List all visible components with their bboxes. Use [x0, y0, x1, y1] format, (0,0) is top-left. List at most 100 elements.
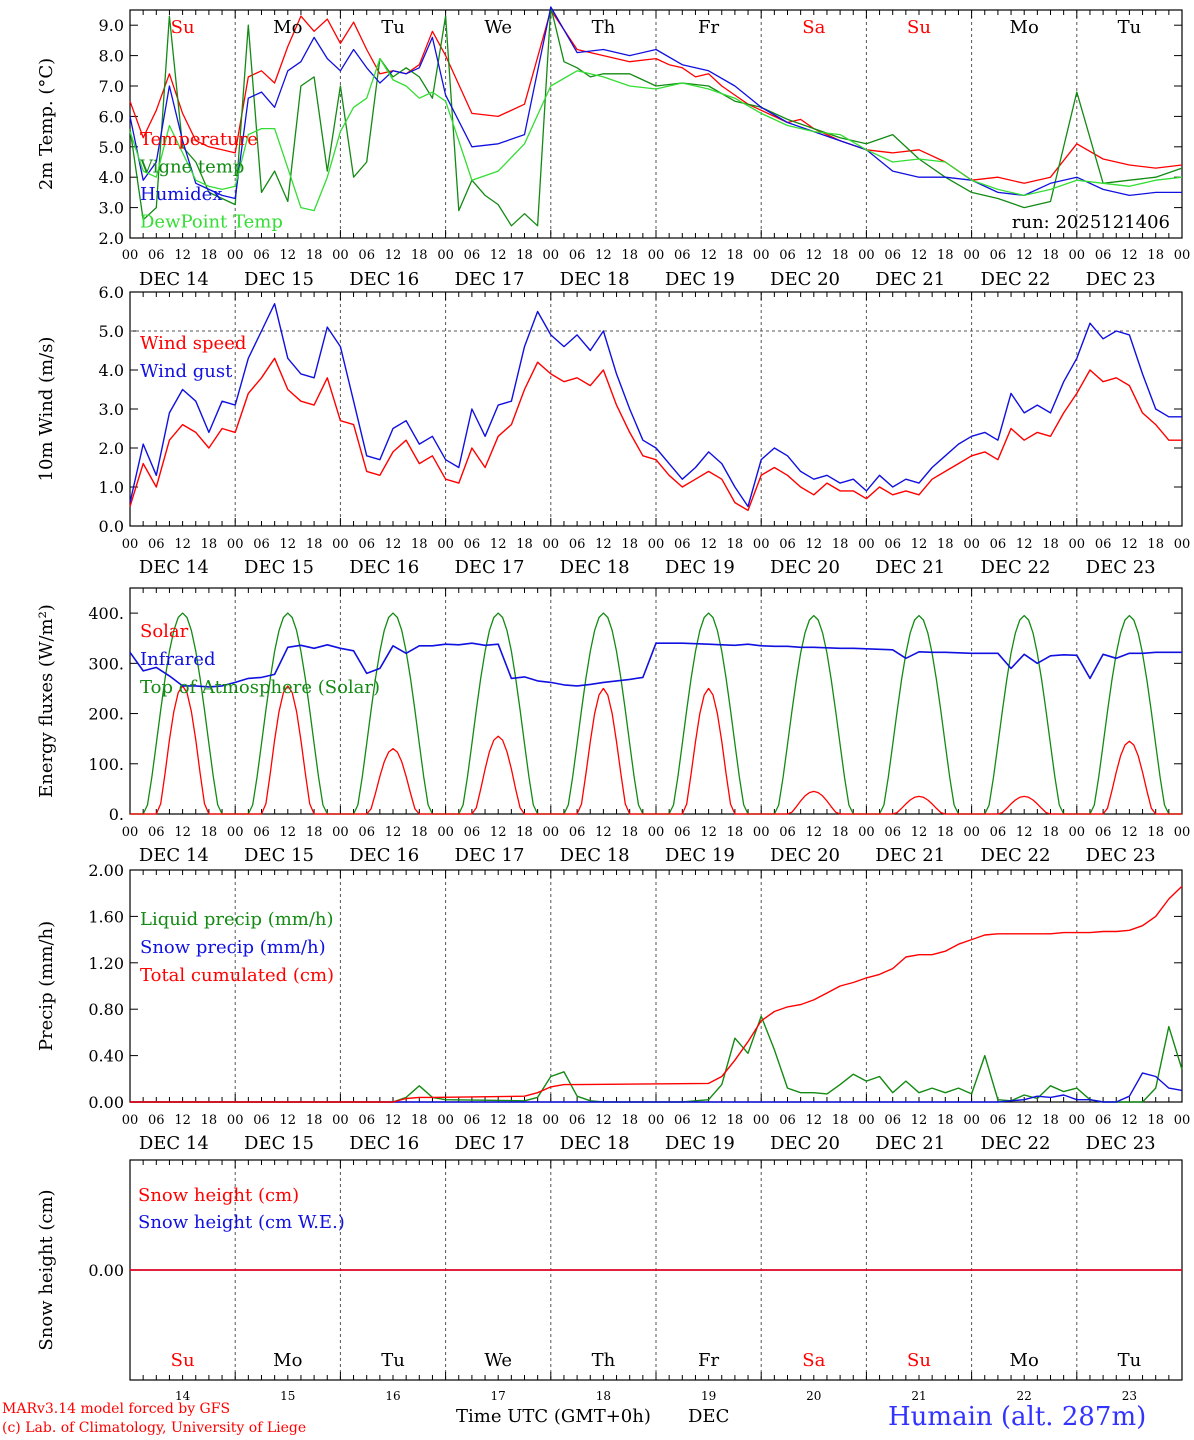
day-label: DEC 21 — [875, 557, 945, 578]
hour-tick-label: 06 — [779, 1113, 796, 1128]
model-credit: MARv3.14 model forced by GFS — [2, 1401, 231, 1417]
hour-tick-label: 12 — [911, 537, 928, 552]
hour-tick-label: 06 — [674, 248, 691, 263]
legend-entry: Snow height (cm) — [138, 1185, 299, 1206]
legend-entry: Snow precip (mm/h) — [140, 937, 326, 958]
hour-tick-label: 12 — [385, 248, 402, 263]
day-label: DEC 14 — [139, 1133, 209, 1154]
hour-tick-label: 18 — [832, 825, 849, 840]
weekday-label: Fr — [698, 17, 719, 38]
hour-tick-label: 00 — [648, 537, 665, 552]
day-label: DEC 17 — [454, 269, 524, 290]
y-tick-label: 200. — [88, 705, 124, 724]
weekday-label: Tu — [381, 1350, 405, 1371]
hour-tick-label: 18 — [621, 825, 638, 840]
day-label: DEC 23 — [1086, 1133, 1156, 1154]
y-tick-label: 100. — [88, 755, 124, 774]
hour-tick-label: 18 — [937, 537, 954, 552]
hour-tick-label: 06 — [674, 825, 691, 840]
hour-tick-label: 00 — [437, 537, 454, 552]
day-label: DEC 14 — [139, 845, 209, 866]
hour-tick-label: 06 — [148, 537, 165, 552]
weekday-label: Mo — [1010, 17, 1039, 38]
hour-tick-label: 06 — [148, 248, 165, 263]
weekday-label: Th — [592, 17, 616, 38]
hour-tick-label: 06 — [779, 537, 796, 552]
hour-tick-label: 00 — [437, 1113, 454, 1128]
hour-tick-label: 00 — [1174, 825, 1191, 840]
hour-tick-label: 18 — [937, 1113, 954, 1128]
hour-tick-label: 06 — [569, 825, 586, 840]
y-axis-label: Precip (mm/h) — [36, 921, 57, 1051]
day-label: DEC 23 — [1086, 269, 1156, 290]
day-label: DEC 19 — [665, 1133, 735, 1154]
hour-tick-label: 18 — [621, 248, 638, 263]
hour-tick-label: 12 — [911, 248, 928, 263]
y-tick-label: 0.00 — [88, 1093, 124, 1112]
hour-tick-label: 18 — [937, 825, 954, 840]
hour-tick-label: 18 — [1042, 537, 1059, 552]
hour-tick-label: 00 — [858, 248, 875, 263]
day-label: DEC 16 — [349, 845, 419, 866]
hour-tick-label: 06 — [464, 825, 481, 840]
hour-tick-label: 12 — [174, 825, 191, 840]
day-label: DEC 23 — [1086, 845, 1156, 866]
panel-3 — [129, 587, 1183, 815]
series-line-temperature — [129, 9, 1183, 184]
hour-tick-label: 12 — [385, 537, 402, 552]
hour-tick-label: 18 — [411, 1113, 428, 1128]
hour-tick-label: 18 — [832, 1113, 849, 1128]
hour-tick-label: 06 — [464, 537, 481, 552]
hour-tick-label: 12 — [490, 248, 507, 263]
y-tick-label: 3.0 — [99, 400, 124, 419]
day-label: DEC 16 — [349, 269, 419, 290]
day-label: DEC 14 — [139, 557, 209, 578]
y-tick-label: 3.0 — [99, 199, 124, 218]
hour-tick-label: 00 — [753, 248, 770, 263]
hour-tick-label: 06 — [1095, 1113, 1112, 1128]
day-label: DEC 22 — [980, 557, 1050, 578]
hour-tick-label: 06 — [253, 1113, 270, 1128]
y-tick-label: 2.0 — [99, 439, 124, 458]
day-label: DEC 19 — [665, 557, 735, 578]
day-label: DEC 20 — [770, 557, 840, 578]
legend-entry: Total cumulated (cm) — [140, 965, 334, 986]
legend-entry: Humidex — [140, 184, 222, 205]
hour-tick-label: 06 — [253, 825, 270, 840]
day-label: DEC 21 — [875, 269, 945, 290]
day-label: DEC 21 — [875, 845, 945, 866]
day-label: DEC 19 — [665, 269, 735, 290]
series-line-wind-speed — [129, 357, 1182, 512]
hour-tick-label: 00 — [753, 537, 770, 552]
y-tick-label: 6.0 — [99, 283, 124, 302]
hour-tick-label: 18 — [727, 537, 744, 552]
hour-tick-label: 06 — [253, 537, 270, 552]
hour-tick-label: 00 — [437, 248, 454, 263]
hour-tick-label: 00 — [648, 825, 665, 840]
hour-tick-label: 06 — [464, 248, 481, 263]
day-number-label: 15 — [280, 1389, 295, 1403]
y-tick-label: 1.20 — [88, 954, 124, 973]
hour-tick-label: 00 — [227, 248, 244, 263]
day-number-label: 14 — [175, 1389, 191, 1403]
hour-tick-label: 00 — [122, 248, 139, 263]
y-tick-label: 5.0 — [99, 138, 124, 157]
run-label: run: 2025121406 — [1012, 212, 1170, 233]
y-axis-label: Energy fluxes (W/m²) — [36, 604, 57, 798]
hour-tick-label: 06 — [569, 248, 586, 263]
hour-tick-label: 18 — [306, 537, 323, 552]
hour-tick-label: 00 — [543, 248, 560, 263]
legend-entry: DewPoint Temp — [140, 212, 283, 233]
hour-tick-label: 18 — [516, 537, 533, 552]
hour-tick-label: 12 — [595, 1113, 612, 1128]
hour-tick-label: 18 — [1147, 1113, 1164, 1128]
hour-tick-label: 12 — [174, 248, 191, 263]
hour-tick-label: 00 — [543, 537, 560, 552]
y-tick-label: 2.00 — [88, 861, 124, 880]
hour-tick-label: 18 — [411, 537, 428, 552]
series-line-wind-gust — [129, 303, 1182, 508]
hour-tick-label: 18 — [516, 248, 533, 263]
hour-tick-label: 18 — [411, 248, 428, 263]
station-name: Humain (alt. 287m) — [888, 1402, 1147, 1432]
hour-tick-label: 00 — [332, 537, 349, 552]
